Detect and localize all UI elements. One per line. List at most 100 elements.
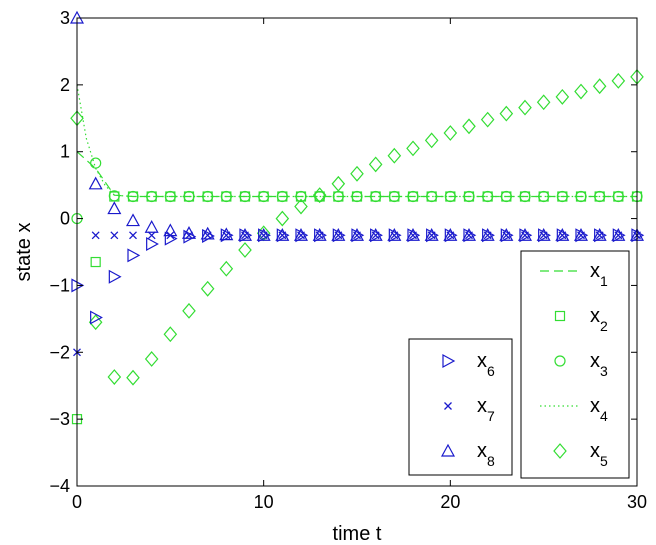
legend-symbol-x6 bbox=[442, 353, 456, 369]
y-tick-label--2: −2 bbox=[49, 342, 70, 362]
point-x5-19 bbox=[424, 132, 439, 149]
point-x6-22 bbox=[482, 228, 495, 243]
point-x6-28 bbox=[594, 228, 607, 243]
series-x5 bbox=[70, 68, 644, 386]
point-x5-27 bbox=[574, 83, 588, 100]
point-x3-10 bbox=[258, 190, 270, 203]
y-tick-label--4: −4 bbox=[49, 476, 70, 496]
x-axis-title: time t bbox=[333, 523, 382, 545]
point-x8-2 bbox=[107, 201, 122, 215]
legend-label-x3: x3 bbox=[590, 350, 608, 379]
point-x8-21 bbox=[461, 228, 477, 241]
x-tick-label-0: 0 bbox=[72, 492, 82, 512]
point-x5-15 bbox=[350, 165, 364, 182]
point-x7-6 bbox=[185, 231, 193, 240]
point-x8-4 bbox=[144, 220, 159, 233]
point-x5-6 bbox=[182, 302, 196, 319]
point-x6-15 bbox=[351, 228, 365, 243]
legend-symbol-x5 bbox=[553, 443, 567, 459]
point-x6-26 bbox=[556, 228, 570, 243]
x-tick-label-20: 20 bbox=[440, 492, 460, 512]
point-x6-3 bbox=[127, 248, 141, 263]
point-x8-9 bbox=[237, 228, 253, 241]
y-tick-label-2: 2 bbox=[60, 75, 70, 95]
legend-label-x5: x5 bbox=[590, 440, 608, 469]
point-x3-1 bbox=[90, 157, 102, 169]
point-x3-4 bbox=[146, 190, 158, 203]
legend-box-x1-x5 bbox=[520, 250, 630, 479]
legend-entry-x7: x7 bbox=[444, 395, 495, 424]
point-x6-1 bbox=[90, 310, 103, 325]
point-x6-16 bbox=[370, 228, 383, 243]
point-x5-13 bbox=[312, 187, 327, 204]
point-x5-9 bbox=[238, 242, 252, 258]
legend-label-x7: x7 bbox=[477, 395, 495, 424]
y-tick-label-1: 1 bbox=[60, 142, 70, 162]
point-x6-23 bbox=[500, 228, 514, 243]
point-x6-13 bbox=[314, 228, 327, 243]
point-x6-9 bbox=[239, 228, 253, 243]
y-tick-label--3: −3 bbox=[49, 409, 70, 429]
point-x8-26 bbox=[555, 228, 570, 241]
legend-symbol-x8 bbox=[440, 443, 456, 457]
legend-symbol-x7 bbox=[444, 402, 452, 410]
point-x6-11 bbox=[276, 228, 290, 243]
series-x7 bbox=[73, 231, 641, 357]
point-x8-23 bbox=[499, 228, 514, 241]
point-x6-17 bbox=[388, 228, 402, 243]
point-x8-28 bbox=[592, 228, 607, 241]
point-x8-22 bbox=[480, 228, 495, 241]
point-x3-11 bbox=[276, 190, 288, 203]
point-x6-27 bbox=[575, 228, 589, 243]
point-x3-18 bbox=[407, 190, 419, 203]
point-x5-28 bbox=[592, 78, 607, 95]
point-x8-5 bbox=[163, 223, 178, 237]
point-x8-3 bbox=[125, 213, 141, 227]
point-x6-12 bbox=[295, 228, 309, 243]
point-x8-18 bbox=[405, 228, 421, 241]
point-x8-15 bbox=[349, 228, 365, 241]
legend-label-x4: x4 bbox=[590, 395, 608, 424]
series-x6 bbox=[71, 228, 645, 325]
point-x5-17 bbox=[387, 147, 402, 164]
point-x5-16 bbox=[368, 156, 383, 173]
point-x6-21 bbox=[463, 228, 477, 243]
legend-label-x6: x6 bbox=[477, 350, 495, 379]
point-x6-4 bbox=[146, 236, 159, 251]
point-x2-1 bbox=[90, 256, 101, 268]
legend-x1-x5: x1 x2 x3 x4 x5 bbox=[520, 250, 630, 479]
point-x6-10 bbox=[258, 228, 271, 243]
point-x5-26 bbox=[555, 88, 570, 105]
point-x8-27 bbox=[573, 228, 589, 241]
point-x6-20 bbox=[444, 228, 458, 243]
point-x5-11 bbox=[275, 210, 290, 227]
legend-x6-x8: x6 x7 x8 bbox=[408, 338, 513, 476]
point-x8-14 bbox=[331, 228, 346, 241]
point-x3-5 bbox=[164, 190, 176, 203]
point-x5-3 bbox=[126, 369, 140, 386]
point-x5-21 bbox=[462, 118, 476, 135]
point-x5-14 bbox=[331, 175, 346, 192]
x-tick-label-10: 10 bbox=[254, 492, 274, 512]
point-x7-3 bbox=[129, 231, 137, 240]
legend-entry-x8: x8 bbox=[440, 440, 495, 469]
point-x6-29 bbox=[612, 228, 626, 243]
point-x6-8 bbox=[220, 228, 234, 243]
point-x5-25 bbox=[536, 94, 551, 111]
point-x3-17 bbox=[388, 190, 400, 203]
legend-entry-x5: x5 bbox=[553, 440, 608, 469]
y-tick-label--1: −1 bbox=[49, 275, 70, 295]
point-x8-25 bbox=[536, 228, 551, 241]
point-x8-10 bbox=[256, 228, 271, 241]
point-x6-18 bbox=[407, 228, 421, 243]
point-x7-2 bbox=[110, 231, 119, 240]
point-x3-24 bbox=[519, 190, 531, 203]
point-x5-12 bbox=[294, 198, 308, 215]
point-x8-17 bbox=[387, 228, 402, 241]
point-x6-25 bbox=[538, 228, 551, 243]
point-x5-22 bbox=[480, 111, 495, 128]
legend-symbol-x3 bbox=[554, 355, 566, 367]
point-x3-19 bbox=[426, 190, 438, 203]
point-x6-14 bbox=[332, 228, 346, 243]
point-x3-12 bbox=[295, 190, 307, 203]
